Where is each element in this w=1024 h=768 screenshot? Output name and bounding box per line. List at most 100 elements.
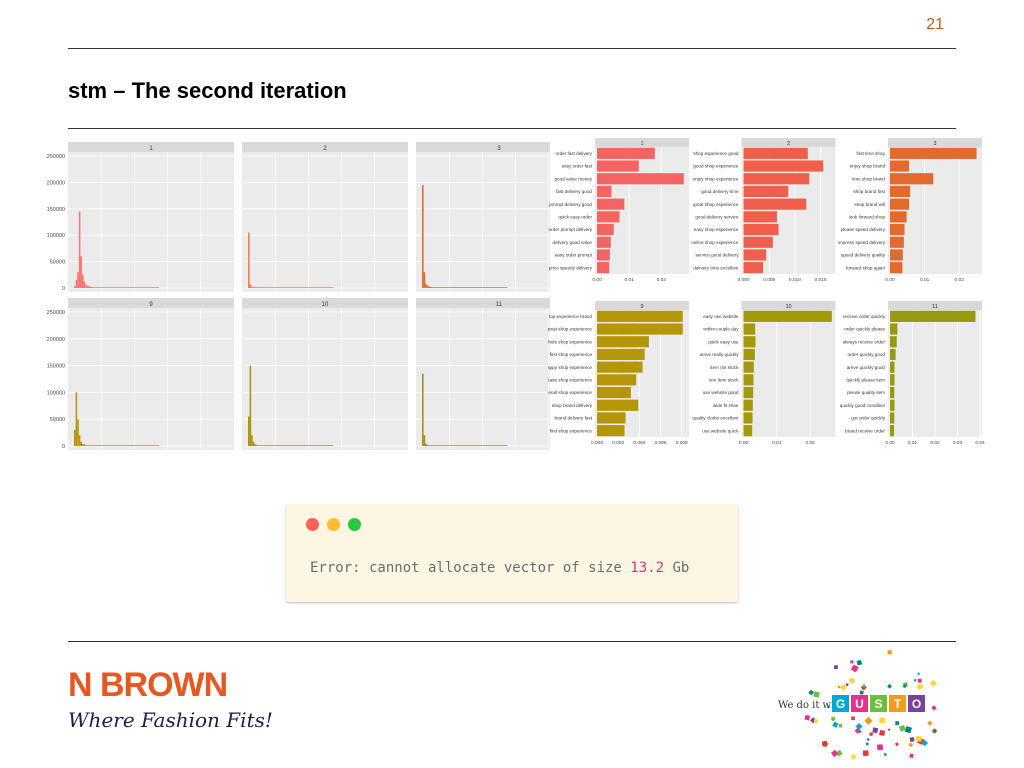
term-label: prompt delivery good bbox=[549, 202, 592, 207]
histogram-bar bbox=[83, 281, 86, 288]
term-label: arrive quickly good bbox=[847, 365, 886, 370]
y-tick-label: 100000 bbox=[47, 390, 65, 396]
histogram-bar bbox=[426, 444, 429, 446]
term-bar bbox=[743, 185, 789, 198]
histogram-bar bbox=[75, 280, 78, 288]
term-bar bbox=[890, 336, 897, 348]
confetti-burst-icon bbox=[804, 650, 938, 760]
term-bar bbox=[890, 310, 976, 322]
term-label: quickly please item bbox=[846, 377, 885, 382]
term-bar bbox=[597, 425, 625, 437]
x-tick-label: 0.006 bbox=[655, 440, 667, 446]
term-bar bbox=[890, 374, 895, 386]
term-label: online shop experience bbox=[691, 240, 739, 245]
term-bar bbox=[743, 361, 754, 373]
confetti-square bbox=[909, 737, 915, 742]
term-bar bbox=[890, 249, 903, 261]
x-tick-label: 0.004 bbox=[633, 440, 645, 446]
term-bar bbox=[597, 198, 625, 210]
x-tick-label: 0.01 bbox=[772, 440, 782, 446]
term-label: delivery time excellent bbox=[693, 265, 739, 270]
term-label: quick easy use bbox=[708, 339, 739, 344]
term-bar bbox=[743, 223, 779, 236]
term-bar bbox=[743, 249, 767, 261]
error-message-text: Error: cannot allocate vector of size bbox=[310, 560, 631, 576]
y-tick-label: 50000 bbox=[50, 417, 65, 423]
confetti-square bbox=[865, 742, 869, 746]
facet-strip-label: 1 bbox=[640, 141, 643, 147]
histogram-bar bbox=[251, 286, 253, 288]
term-bar bbox=[743, 412, 753, 424]
confetti-square bbox=[908, 742, 914, 748]
term-label: receive order quickly bbox=[843, 314, 886, 319]
term-bar bbox=[597, 348, 645, 361]
term-label: order fast delivery bbox=[555, 151, 592, 156]
term-label: fast delivery good bbox=[556, 189, 592, 194]
confetti-square bbox=[850, 753, 857, 760]
x-tick-label: 0.010 bbox=[789, 277, 801, 283]
term-label: delivery good value bbox=[552, 240, 592, 245]
y-tick-label: 250000 bbox=[47, 154, 65, 160]
term-label: price speedy delivery bbox=[549, 265, 593, 270]
term-label: look forward shop bbox=[849, 214, 886, 219]
term-label: within couple day bbox=[703, 327, 739, 332]
term-label: please speed delivery bbox=[841, 227, 886, 232]
term-label: easy order prompt bbox=[555, 253, 593, 258]
confetti-square bbox=[826, 705, 831, 709]
facet-strip bbox=[888, 138, 982, 147]
gusto-prefix-text: We do it with bbox=[778, 700, 845, 711]
term-label: good delivery time bbox=[701, 189, 739, 194]
confetti-square bbox=[933, 729, 937, 733]
confetti-square bbox=[917, 672, 921, 676]
term-bar bbox=[890, 348, 896, 361]
confetti-square bbox=[851, 716, 855, 721]
term-bar bbox=[597, 262, 610, 274]
term-bar bbox=[743, 399, 753, 411]
term-bar bbox=[743, 147, 808, 159]
facet-panel-bg bbox=[68, 152, 234, 292]
confetti-square bbox=[854, 727, 861, 734]
n-brown-tagline: Where Fashion Fits! bbox=[68, 708, 273, 732]
confetti-square bbox=[872, 727, 879, 734]
facet-strip-label: 1 bbox=[149, 146, 153, 152]
term-label: impress speed delivery bbox=[838, 240, 886, 245]
confetti-square bbox=[850, 664, 859, 673]
facet-strip bbox=[595, 301, 689, 310]
histogram-bar bbox=[430, 286, 432, 288]
term-bar bbox=[890, 160, 910, 172]
x-tick-label: 0.01 bbox=[908, 440, 918, 446]
term-bar bbox=[597, 185, 612, 198]
term-label: shop brand delivery bbox=[552, 403, 593, 408]
facet-strip bbox=[68, 142, 234, 152]
term-label: service good delivery bbox=[695, 253, 739, 258]
term-label: good value money bbox=[554, 176, 592, 181]
x-tick-label: 0.000 bbox=[591, 440, 603, 446]
confetti-square bbox=[895, 720, 900, 726]
term-label: happy shop experience bbox=[548, 365, 592, 370]
histogram-bar bbox=[88, 286, 90, 288]
x-tick-label: 0.008 bbox=[676, 440, 688, 446]
x-tick-label: 0.002 bbox=[612, 440, 624, 446]
term-label: easy order fast bbox=[562, 164, 593, 169]
histogram-bar bbox=[80, 441, 82, 446]
term-label: arrive really quickly bbox=[699, 352, 739, 357]
facet-panel-bg bbox=[416, 152, 550, 292]
facet-strip bbox=[242, 142, 408, 152]
confetti-square bbox=[894, 742, 899, 747]
term-label: order quickly good bbox=[847, 352, 885, 357]
facet-panel-bg bbox=[242, 152, 408, 292]
x-tick-label: 0.015 bbox=[815, 277, 827, 283]
term-bar bbox=[597, 173, 684, 185]
confetti-square bbox=[927, 720, 933, 726]
facet-strip bbox=[68, 298, 234, 308]
term-label: shop brand first bbox=[853, 189, 885, 194]
term-bar bbox=[890, 361, 895, 373]
gusto-letter: O bbox=[908, 695, 925, 712]
term-label: easy use website bbox=[703, 314, 739, 319]
n-brown-logo: N BROWN Where Fashion Fits! bbox=[68, 668, 273, 732]
y-tick-label: 150000 bbox=[47, 207, 65, 213]
term-label: great shop experience bbox=[548, 327, 592, 332]
gusto-letter: T bbox=[889, 695, 906, 712]
term-bar bbox=[743, 425, 753, 437]
